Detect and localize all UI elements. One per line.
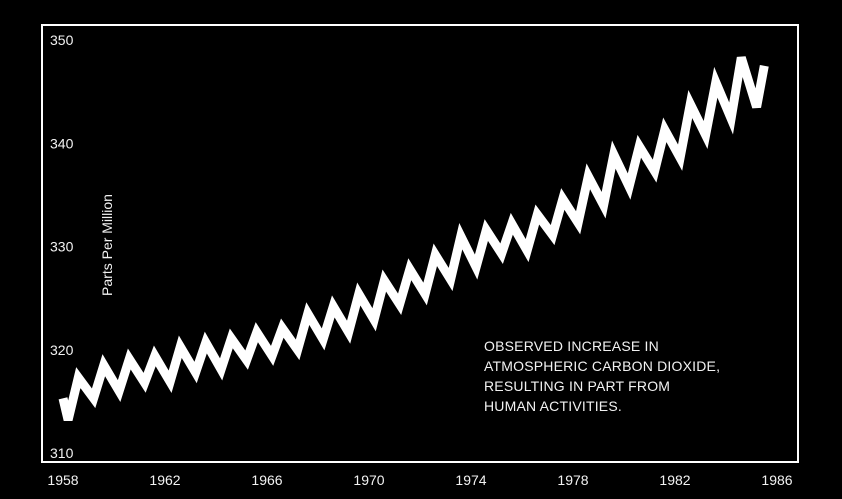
x-axis-ticks: 1958 1962 1966 1970 1974 1978 1982 1986 [47,472,792,488]
co2-series-line [58,56,769,422]
x-tick-label: 1974 [455,472,486,488]
annotation-line-4: HUMAN ACTIVITIES. [484,398,622,414]
y-tick-label: 340 [50,135,74,151]
y-axis-label: Parts Per Million [99,194,115,296]
y-tick-label: 350 [50,32,74,48]
x-tick-label: 1986 [761,472,792,488]
annotation-line-1: OBSERVED INCREASE IN [484,338,659,354]
x-tick-label: 1970 [353,472,384,488]
annotation-line-2: ATMOSPHERIC CARBON DIOXIDE, [484,358,720,374]
x-tick-label: 1962 [149,472,180,488]
y-tick-label: 320 [50,342,74,358]
x-tick-label: 1966 [251,472,282,488]
x-tick-label: 1958 [47,472,78,488]
y-tick-label: 330 [50,239,74,255]
annotation-text: OBSERVED INCREASE IN ATMOSPHERIC CARBON … [484,338,724,414]
y-tick-label: 310 [50,445,74,461]
x-tick-label: 1982 [659,472,690,488]
plot-frame [41,24,799,463]
x-tick-label: 1978 [557,472,588,488]
annotation-line-3: RESULTING IN PART FROM [484,378,670,394]
y-axis-ticks: 310 320 330 340 350 [50,32,74,461]
